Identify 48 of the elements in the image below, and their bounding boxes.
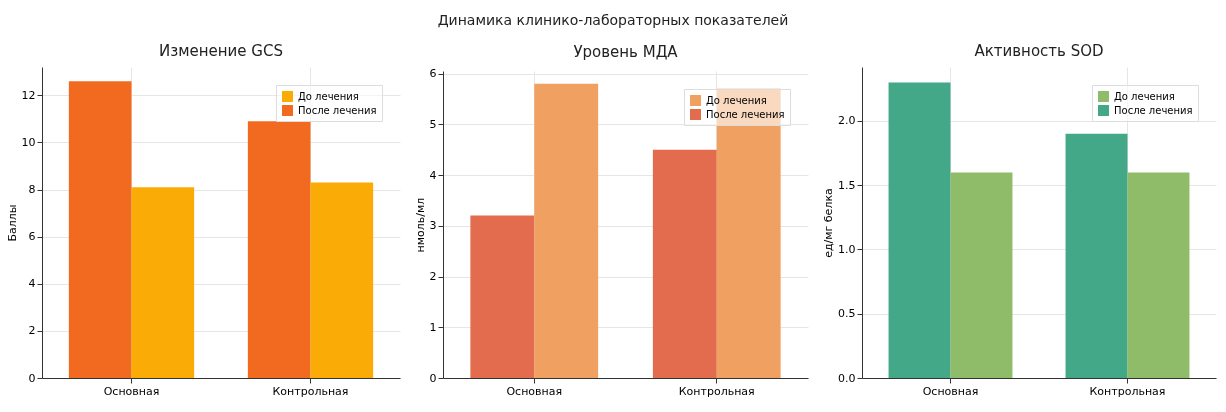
x-tick-label: Основная bbox=[103, 384, 160, 398]
y-tick-label: 12 bbox=[21, 88, 36, 102]
x-tick-label: Контрольная bbox=[1089, 384, 1166, 398]
y-axis-title: ед/мг белка bbox=[822, 188, 836, 258]
y-tick-label: 2 bbox=[429, 270, 437, 284]
x-tick-label: Основная bbox=[922, 384, 979, 398]
text: Динамика клинико-лабораторных показателей bbox=[436, 12, 790, 28]
y-axis-title: Баллы bbox=[5, 204, 19, 242]
legend-label: До лечения bbox=[298, 90, 359, 102]
x-tick-label: Основная bbox=[506, 384, 563, 398]
legend-label: После лечения bbox=[706, 108, 785, 120]
y-tick-label: 6 bbox=[429, 67, 437, 81]
bar bbox=[1065, 133, 1128, 378]
bar bbox=[652, 149, 717, 378]
chart-title: Уровень МДА bbox=[573, 42, 679, 61]
y-tick-label: 4 bbox=[28, 277, 36, 291]
bar bbox=[1127, 172, 1190, 378]
y-tick-label: 0 bbox=[429, 371, 437, 385]
legend-label: До лечения bbox=[706, 94, 767, 106]
bar bbox=[534, 83, 599, 378]
legend-label: После лечения bbox=[298, 104, 377, 116]
bar bbox=[470, 215, 535, 378]
bar bbox=[68, 81, 132, 378]
bar bbox=[950, 172, 1013, 378]
x-tick-label: Контрольная bbox=[678, 384, 755, 398]
y-tick-label: 0.5 bbox=[838, 307, 856, 321]
chart-title: Активность SOD bbox=[974, 42, 1104, 60]
y-axis-title: нмоль/мл bbox=[413, 197, 427, 253]
y-tick-label: 2.0 bbox=[838, 114, 856, 128]
y-tick-label: 8 bbox=[28, 183, 36, 197]
y-tick-label: 1.0 bbox=[838, 242, 856, 256]
bar bbox=[310, 182, 374, 378]
y-tick-label: 5 bbox=[429, 117, 437, 131]
x-tick-label: Контрольная bbox=[272, 384, 349, 398]
y-tick-label: 2 bbox=[28, 324, 36, 338]
y-tick-label: 1 bbox=[429, 320, 437, 334]
chart-title: Изменение GCS bbox=[159, 42, 283, 60]
legend-label: До лечения bbox=[1114, 90, 1175, 102]
y-tick-label: 3 bbox=[429, 219, 437, 233]
bar bbox=[888, 82, 951, 378]
y-tick-label: 4 bbox=[429, 168, 437, 182]
y-tick-label: 1.5 bbox=[838, 178, 856, 192]
y-tick-label: 0 bbox=[28, 371, 36, 385]
legend-label: После лечения bbox=[1114, 104, 1193, 116]
y-tick-label: 6 bbox=[28, 230, 36, 244]
y-tick-label: 0.0 bbox=[838, 371, 856, 385]
y-tick-label: 10 bbox=[21, 135, 36, 149]
bar bbox=[131, 187, 195, 378]
